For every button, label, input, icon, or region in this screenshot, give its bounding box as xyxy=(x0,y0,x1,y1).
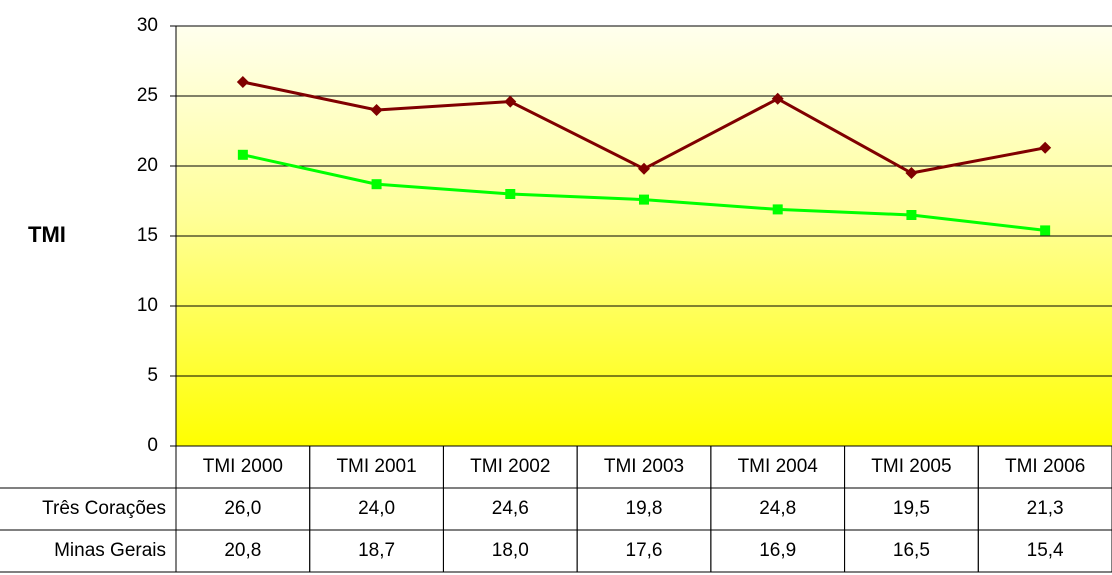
table-value: 18,7 xyxy=(358,540,395,561)
x-tick-label: TMI 2003 xyxy=(604,456,684,477)
marker xyxy=(505,189,516,199)
table-value: 17,6 xyxy=(626,540,663,561)
y-tick-label: 5 xyxy=(147,365,158,386)
y-tick-label: 25 xyxy=(137,85,158,106)
marker xyxy=(237,149,248,160)
y-axis-title: TMI xyxy=(28,222,66,247)
table-value: 19,5 xyxy=(893,498,930,519)
marker xyxy=(639,194,649,205)
table-value: 20,8 xyxy=(224,540,261,561)
table-value: 18,0 xyxy=(492,540,529,561)
y-tick-label: 0 xyxy=(147,435,158,456)
marker xyxy=(906,210,917,220)
marker xyxy=(1040,225,1051,236)
x-tick-label: TMI 2002 xyxy=(470,456,550,477)
x-tick-label: TMI 2001 xyxy=(336,456,416,477)
marker xyxy=(236,76,249,88)
x-tick-label: TMI 2005 xyxy=(871,456,951,477)
marker xyxy=(504,95,517,108)
y-tick-label: 15 xyxy=(137,225,158,246)
table-value: 16,5 xyxy=(893,540,930,561)
marker xyxy=(1039,141,1052,154)
marker xyxy=(905,167,918,179)
legend-label: Três Corações xyxy=(42,498,166,519)
x-tick-label: TMI 2000 xyxy=(203,456,283,477)
table-value: 24,6 xyxy=(492,498,529,519)
x-tick-label: TMI 2004 xyxy=(738,456,819,477)
y-tick-label: 10 xyxy=(137,295,158,316)
table-value: 19,8 xyxy=(626,498,663,519)
marker xyxy=(371,179,382,190)
table-value: 15,4 xyxy=(1027,540,1064,561)
table-value: 26,0 xyxy=(224,498,261,519)
x-tick-label: TMI 2006 xyxy=(1005,456,1085,477)
table-value: 24,0 xyxy=(358,498,395,519)
table-value: 16,9 xyxy=(759,540,796,561)
marker xyxy=(771,92,784,105)
marker xyxy=(370,104,383,116)
marker xyxy=(638,162,650,175)
y-tick-label: 20 xyxy=(137,155,158,176)
table-value: 21,3 xyxy=(1027,498,1064,519)
marker xyxy=(772,204,783,215)
legend-label: Minas Gerais xyxy=(54,540,166,561)
table-value: 24,8 xyxy=(759,498,796,519)
y-tick-label: 30 xyxy=(137,15,158,36)
